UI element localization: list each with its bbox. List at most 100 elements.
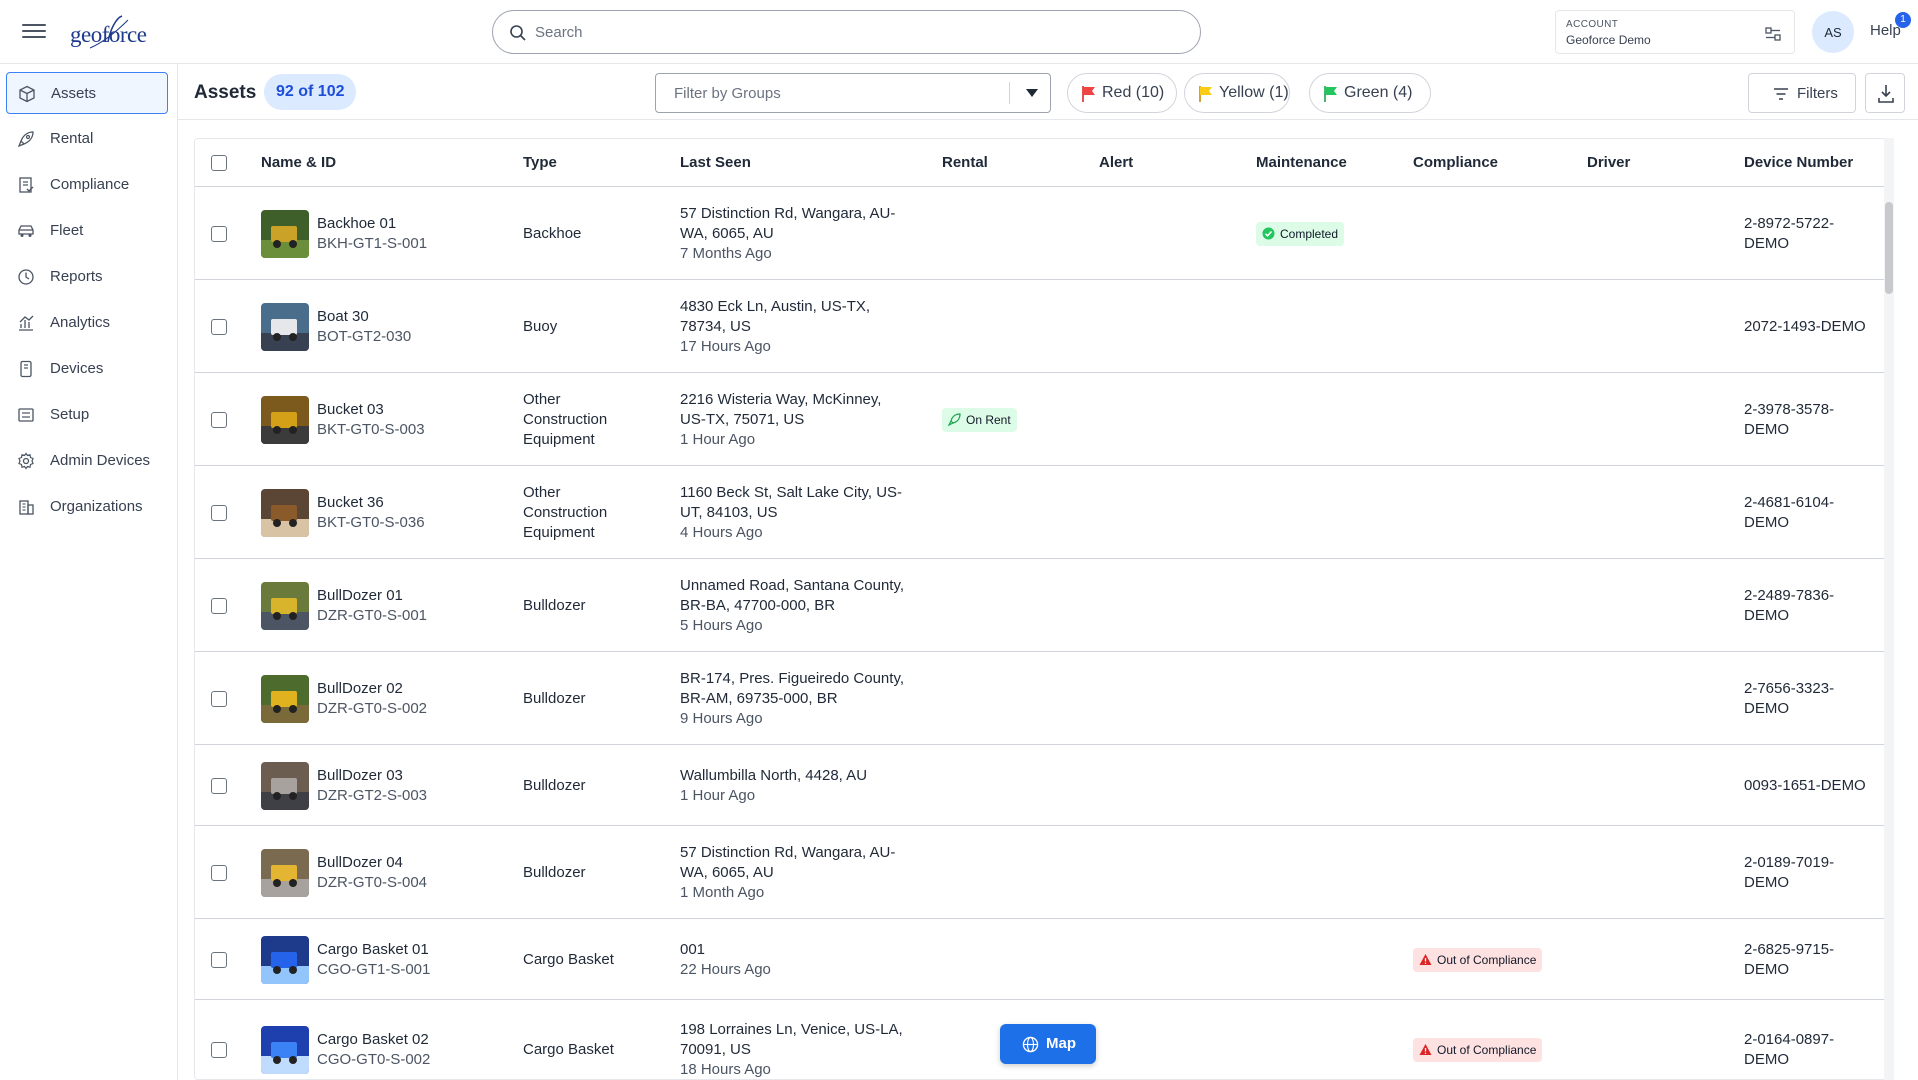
asset-type: Construction bbox=[523, 410, 608, 428]
asset-thumbnail[interactable] bbox=[261, 1026, 309, 1074]
asset-name[interactable]: Boat 30 bbox=[317, 307, 369, 325]
row-checkbox[interactable] bbox=[211, 225, 227, 242]
table-row[interactable]: BullDozer 03 DZR-GT2-S-003 Bulldozer Wallu… bbox=[195, 745, 1885, 826]
red-flag-filter[interactable]: Red (10) bbox=[1067, 73, 1177, 113]
table-row[interactable]: BullDozer 01 DZR-GT0-S-001 Bulldozer Unnam… bbox=[195, 559, 1885, 652]
help-link[interactable]: Help bbox=[1870, 22, 1901, 39]
account-switcher[interactable]: ACCOUNT Geoforce Demo bbox=[1555, 10, 1795, 54]
scrollbar-thumb[interactable] bbox=[1885, 202, 1893, 294]
yellow-flag-label: Yellow (1) bbox=[1219, 84, 1289, 101]
asset-thumbnail[interactable] bbox=[261, 488, 309, 537]
compliance-status-badge: Out of Compliance bbox=[1413, 947, 1543, 972]
asset-type: Bulldozer bbox=[523, 689, 586, 707]
column-header-compliance[interactable]: Compliance bbox=[1413, 154, 1499, 171]
asset-name[interactable]: Bucket 03 bbox=[317, 400, 384, 418]
select-all-checkbox[interactable] bbox=[211, 155, 227, 171]
asset-thumbnail[interactable] bbox=[261, 395, 309, 444]
asset-thumbnail[interactable] bbox=[261, 761, 309, 810]
asset-count-badge: 92 of 102 bbox=[264, 74, 357, 110]
table-row[interactable]: Bucket 03 BKT-GT0-S-003 Other Construction… bbox=[195, 373, 1885, 466]
device-number: DEMO bbox=[1744, 234, 1789, 252]
asset-name[interactable]: Cargo Basket 01 bbox=[317, 940, 429, 958]
filters-button[interactable]: Filters bbox=[1748, 73, 1856, 113]
asset-id: BKT-GT0-S-036 bbox=[317, 513, 425, 531]
asset-thumbnail[interactable] bbox=[261, 935, 309, 984]
row-checkbox[interactable] bbox=[211, 597, 227, 614]
rental-status-label: On Rent bbox=[966, 412, 1011, 427]
sidebar-item-analytics[interactable]: Analytics bbox=[6, 302, 168, 344]
last-seen-address: BR-174, Pres. Figueiredo County, bbox=[680, 669, 904, 687]
sidebar-item-compliance[interactable]: Compliance bbox=[6, 164, 168, 206]
asset-thumbnail[interactable] bbox=[261, 848, 309, 897]
download-button[interactable] bbox=[1865, 73, 1905, 113]
logo[interactable]: geoforce bbox=[70, 22, 147, 47]
table-row[interactable]: Bucket 36 BKT-GT0-S-036 Other Construction… bbox=[195, 466, 1885, 559]
column-header-device-number[interactable]: Device Number bbox=[1744, 154, 1854, 171]
column-header-rental[interactable]: Rental bbox=[942, 154, 988, 171]
asset-id: DZR-GT0-S-002 bbox=[317, 699, 428, 717]
table-row[interactable]: Boat 30 BOT-GT2-030 Buoy 4830 Eck Ln, Aust… bbox=[195, 280, 1885, 373]
asset-type: Cargo Basket bbox=[523, 950, 614, 968]
group-filter-select[interactable]: Filter by Groups bbox=[655, 73, 1051, 113]
avatar[interactable]: AS bbox=[1812, 11, 1854, 53]
red-flag-label: Red (10) bbox=[1102, 84, 1165, 101]
asset-name[interactable]: BullDozer 02 bbox=[317, 679, 403, 697]
table-row[interactable]: Backhoe 01 BKH-GT1-S-001 Backhoe 57 Distin… bbox=[195, 187, 1885, 280]
column-header-last-seen[interactable]: Last Seen bbox=[680, 154, 751, 171]
search-icon bbox=[510, 25, 526, 41]
setup-icon bbox=[18, 408, 34, 422]
sidebar-item-rental[interactable]: Rental bbox=[6, 118, 168, 160]
group-filter-placeholder: Filter by Groups bbox=[674, 85, 781, 102]
asset-thumbnail[interactable] bbox=[261, 674, 309, 723]
asset-name[interactable]: BullDozer 03 bbox=[317, 766, 403, 784]
row-checkbox[interactable] bbox=[211, 951, 227, 968]
sidebar-item-devices[interactable]: Devices bbox=[6, 348, 168, 390]
yellow-flag-filter[interactable]: Yellow (1) bbox=[1184, 73, 1290, 113]
page-title: Assets bbox=[194, 82, 257, 103]
table-row[interactable]: BullDozer 04 DZR-GT0-S-004 Bulldozer 57 Di… bbox=[195, 826, 1885, 919]
asset-type: Bulldozer bbox=[523, 863, 586, 881]
asset-name[interactable]: Cargo Basket 02 bbox=[317, 1031, 429, 1048]
column-header-alert[interactable]: Alert bbox=[1099, 154, 1134, 171]
green-flag-filter[interactable]: Green (4) bbox=[1309, 73, 1431, 113]
sidebar-item-fleet[interactable]: Fleet bbox=[6, 210, 168, 252]
asset-thumbnail[interactable] bbox=[261, 302, 309, 351]
row-checkbox[interactable] bbox=[211, 504, 227, 521]
asset-name[interactable]: Backhoe 01 bbox=[317, 214, 397, 232]
search-input[interactable] bbox=[531, 11, 1171, 53]
column-header-driver[interactable]: Driver bbox=[1587, 154, 1631, 171]
sidebar-item-assets[interactable]: Assets bbox=[6, 72, 168, 114]
map-button[interactable]: Map bbox=[1000, 1024, 1096, 1064]
row-checkbox[interactable] bbox=[211, 690, 227, 707]
warning-icon bbox=[1419, 953, 1432, 965]
sidebar-item-reports[interactable]: Reports bbox=[6, 256, 168, 298]
asset-id: DZR-GT0-S-001 bbox=[317, 606, 428, 624]
bar-chart-icon bbox=[19, 315, 34, 331]
row-checkbox[interactable] bbox=[211, 864, 227, 881]
sidebar-item-label: Compliance bbox=[50, 176, 130, 193]
row-checkbox[interactable] bbox=[211, 777, 227, 794]
row-checkbox[interactable] bbox=[211, 318, 227, 335]
menu-icon[interactable] bbox=[20, 20, 48, 44]
column-header-type[interactable]: Type bbox=[523, 154, 557, 171]
asset-name[interactable]: BullDozer 04 bbox=[317, 853, 403, 871]
compliance-status-badge: Out of Compliance bbox=[1413, 1038, 1543, 1062]
scrollbar[interactable] bbox=[1884, 138, 1894, 1080]
search-bar[interactable] bbox=[492, 10, 1201, 54]
column-header-name[interactable]: Name & ID bbox=[261, 154, 337, 171]
row-checkbox[interactable] bbox=[211, 1042, 227, 1058]
rocket-icon bbox=[17, 131, 34, 148]
asset-name[interactable]: Bucket 36 bbox=[317, 493, 384, 511]
sidebar-item-admin-devices[interactable]: Admin Devices bbox=[6, 440, 168, 482]
table-row[interactable]: Cargo Basket 01 CGO-GT1-S-001 Cargo Baske… bbox=[195, 919, 1885, 1000]
column-header-maintenance[interactable]: Maintenance bbox=[1256, 154, 1347, 171]
asset-thumbnail[interactable] bbox=[261, 581, 309, 630]
asset-type: Other bbox=[523, 390, 561, 408]
table-row[interactable]: BullDozer 02 DZR-GT0-S-002 Bulldozer BR-17… bbox=[195, 652, 1885, 745]
asset-thumbnail[interactable] bbox=[261, 209, 309, 258]
asset-id: CGO-GT0-S-002 bbox=[317, 1051, 431, 1068]
sidebar-item-setup[interactable]: Setup bbox=[6, 394, 168, 436]
row-checkbox[interactable] bbox=[211, 411, 227, 428]
sidebar-item-organizations[interactable]: Organizations bbox=[6, 486, 168, 528]
asset-name[interactable]: BullDozer 01 bbox=[317, 586, 403, 604]
